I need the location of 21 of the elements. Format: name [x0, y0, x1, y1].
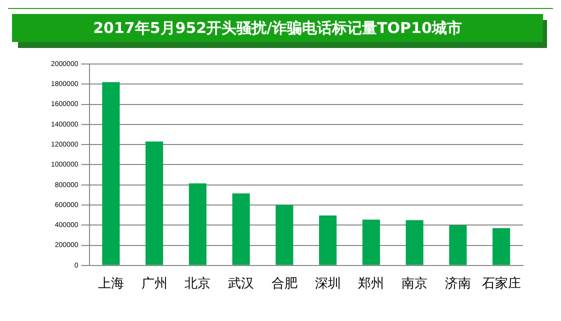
x-tick-label: 济南	[444, 276, 471, 292]
bar	[102, 82, 120, 265]
bar	[188, 183, 206, 265]
x-tick-label: 深圳	[314, 276, 341, 292]
bar	[449, 225, 467, 265]
x-tick-label: 广州	[141, 276, 168, 292]
bar	[146, 142, 164, 265]
bar	[276, 204, 294, 265]
bar	[232, 193, 250, 265]
bar	[362, 220, 380, 265]
bar	[406, 220, 424, 265]
x-tick-label: 武汉	[228, 276, 254, 292]
x-tick-label: 上海	[98, 276, 124, 292]
x-tick-label: 石家庄	[482, 276, 521, 292]
x-tick-label: 北京	[184, 276, 211, 292]
x-tick-label: 合肥	[271, 276, 298, 292]
x-tick-label: 郑州	[358, 276, 384, 292]
chart-title: 2017年5月952开头骚扰/诈骗电话标记量TOP10城市	[93, 18, 462, 38]
x-tick-label: 南京	[402, 276, 428, 292]
bar	[319, 216, 337, 265]
bar	[492, 228, 510, 265]
